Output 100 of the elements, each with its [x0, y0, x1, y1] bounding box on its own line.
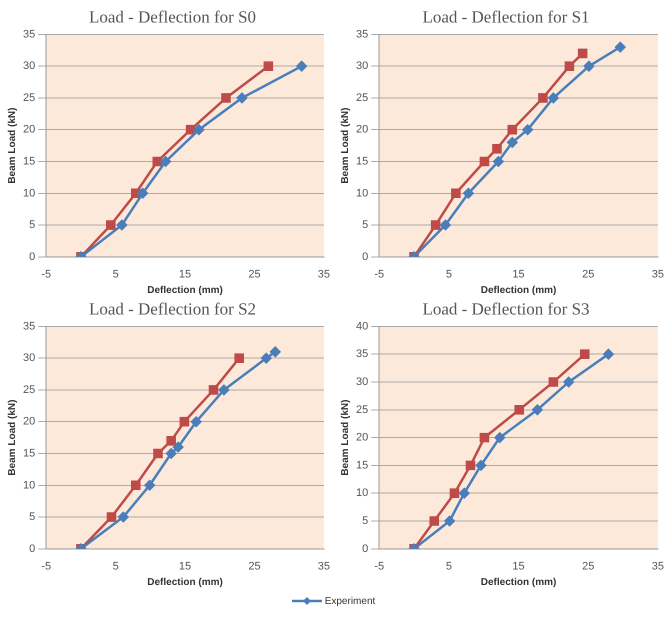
point: [130, 480, 141, 490]
x-tick-label: 15: [178, 560, 192, 572]
point: [458, 488, 470, 498]
y-tick-label: 5: [362, 515, 368, 528]
y-tick-label: 25: [22, 92, 36, 104]
x-tick-label: 5: [112, 560, 119, 572]
y-tick-label: 15: [22, 156, 36, 168]
point: [466, 460, 476, 470]
point: [208, 385, 218, 395]
y-tick-label: 15: [356, 156, 368, 168]
point: [522, 124, 533, 135]
point: [584, 60, 594, 72]
x-tick-label: 5: [112, 268, 119, 280]
point: [615, 42, 626, 52]
point: [493, 156, 504, 167]
point: [221, 93, 231, 103]
y-tick-label: 25: [356, 404, 368, 416]
y-tick-label: 35: [356, 28, 368, 40]
y-tick-label: 5: [362, 219, 368, 232]
point: [180, 416, 190, 426]
y-tick-label: 35: [356, 348, 368, 360]
x-tick-label: 35: [652, 560, 664, 572]
point: [564, 61, 574, 71]
x-axis-title: Deflection (mm): [480, 284, 556, 296]
point: [116, 220, 128, 230]
point: [152, 156, 162, 166]
point: [190, 416, 202, 427]
x-tick-label: 25: [248, 268, 261, 280]
x-tick-label: 15: [512, 268, 525, 280]
point: [538, 93, 548, 103]
y-tick-label: 10: [22, 187, 36, 200]
point: [137, 188, 148, 199]
point: [264, 61, 274, 71]
point: [514, 405, 524, 415]
point: [463, 188, 474, 199]
x-tick-label: 25: [582, 560, 594, 572]
point: [106, 220, 116, 230]
chart-title: Load - Deflection for S0: [88, 8, 256, 27]
x-axis-title: Deflection (mm): [480, 576, 556, 588]
point: [451, 188, 461, 198]
y-tick-label: 40: [356, 320, 368, 332]
x-axis-title: Deflection (mm): [147, 284, 223, 296]
point: [444, 516, 455, 526]
point: [580, 349, 590, 359]
point: [186, 124, 196, 134]
point: [172, 442, 184, 452]
point: [270, 346, 281, 358]
point: [476, 460, 486, 471]
y-tick-label: 15: [356, 459, 368, 472]
point: [194, 124, 204, 135]
point: [440, 220, 451, 230]
point: [578, 48, 588, 58]
y-tick-label: 30: [22, 352, 36, 364]
point: [508, 124, 518, 134]
y-axis-title: Beam Load (kN): [6, 108, 18, 184]
point: [106, 512, 116, 522]
point: [261, 352, 272, 364]
y-tick-label: 20: [22, 416, 36, 428]
y-tick-label: 20: [22, 124, 36, 136]
point: [548, 377, 558, 387]
y-tick-label: 20: [356, 432, 368, 444]
point: [153, 448, 163, 458]
y-tick-label: 25: [356, 92, 368, 104]
point: [492, 144, 502, 154]
point: [532, 404, 543, 416]
y-tick-label: 10: [356, 487, 368, 500]
y-tick-label: 5: [29, 511, 36, 524]
x-tick-label: 5: [446, 268, 452, 280]
chart-title: Load - Deflection for S1: [422, 8, 590, 27]
y-tick-label: 35: [22, 320, 36, 332]
y-tick-label: 0: [362, 542, 368, 555]
y-tick-label: 30: [356, 60, 368, 72]
x-tick-label: -5: [41, 560, 52, 572]
point: [548, 92, 559, 104]
x-tick-label: 35: [318, 560, 330, 572]
point: [494, 432, 505, 443]
point: [480, 432, 490, 442]
y-tick-label: 25: [22, 384, 36, 396]
y-tick-label: 30: [356, 376, 368, 388]
y-tick-label: 0: [29, 542, 36, 555]
point: [118, 512, 129, 522]
x-tick-label: -5: [374, 268, 384, 280]
y-tick-label: 0: [29, 250, 36, 263]
point: [218, 384, 230, 396]
point: [450, 488, 460, 498]
point: [563, 376, 574, 388]
x-tick-label: -5: [41, 268, 52, 280]
y-axis-title: Beam Load (kN): [6, 400, 18, 476]
chart-title: Load - Deflection for S2: [88, 300, 256, 319]
point: [480, 156, 490, 166]
y-tick-label: 5: [29, 219, 36, 232]
y-tick-label: 0: [362, 250, 368, 263]
point: [603, 348, 614, 360]
x-tick-label: -5: [374, 560, 384, 572]
y-tick-label: 35: [22, 28, 36, 40]
y-tick-label: 15: [22, 448, 36, 460]
legend-label: Experiment: [324, 596, 376, 606]
x-tick-label: 25: [248, 560, 261, 572]
y-tick-label: 20: [356, 124, 368, 136]
point: [166, 436, 176, 446]
